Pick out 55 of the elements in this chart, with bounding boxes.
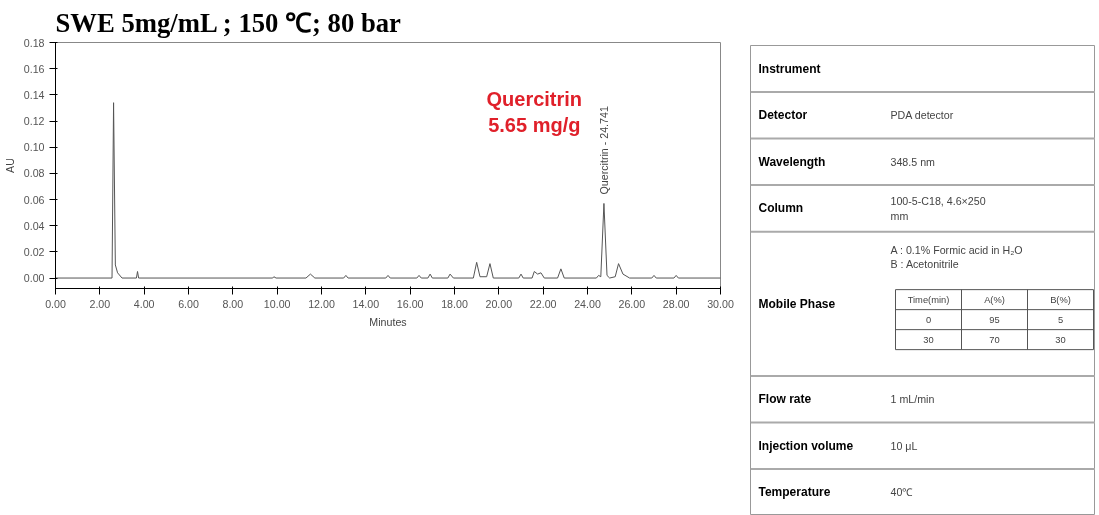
x-tick-label: 18.00 <box>441 297 468 310</box>
x-tick-label: 2.00 <box>89 297 111 310</box>
text: A(%) <box>984 294 1005 305</box>
y-tick-label: 0.14 <box>23 88 45 101</box>
text: B(%) <box>1050 294 1071 305</box>
text: A : 0.1% Formic acid in H₂O B : Acetonitrile <box>890 243 1023 271</box>
x-tick-label: 0.00 <box>45 297 66 310</box>
x-tick-label: 30.00 <box>707 297 734 310</box>
x-tick-label: 14.00 <box>352 297 380 310</box>
category-label: Flow rate <box>758 392 812 407</box>
y-tick-label: 0.08 <box>23 167 45 180</box>
x-tick-label: 8.00 <box>222 297 244 310</box>
category-label: Temperature <box>758 485 831 500</box>
text: 40℃ <box>890 486 914 499</box>
category-label: Wavelength <box>758 154 826 169</box>
x-tick-label: 10.00 <box>263 297 291 310</box>
text: 70 <box>989 334 1000 345</box>
x-tick-label: 12.00 <box>308 297 335 310</box>
y-tick-label: 0.18 <box>23 36 45 49</box>
text: 95 <box>989 314 1000 325</box>
x-tick-label: 28.00 <box>662 297 690 310</box>
x-tick-label: 16.00 <box>396 297 424 310</box>
category-label: Injection volume <box>758 438 854 453</box>
y-tick-label: 0.10 <box>23 141 45 154</box>
category-label: Column <box>758 201 804 216</box>
x-tick-label: 4.00 <box>133 297 155 310</box>
y-tick-label: 0.12 <box>23 115 45 128</box>
chart-title: SWE 5mg/mL ; 150 ℃; 80 bar <box>55 7 402 38</box>
text: 100-5-C18, 4.6×250 mm <box>890 195 986 222</box>
text: 30 <box>1055 334 1066 345</box>
text: 5 <box>1057 314 1064 325</box>
y-tick-label: 0.00 <box>23 272 45 285</box>
x-tick-label: 20.00 <box>485 297 513 310</box>
x-tick-label: 22.00 <box>529 297 557 310</box>
x-axis-title: Minutes <box>369 315 407 328</box>
y-tick-label: 0.06 <box>23 193 45 206</box>
x-tick-label: 6.00 <box>178 297 199 310</box>
text: 30 <box>923 334 934 345</box>
category-label: Instrument <box>758 61 821 76</box>
category-label: Mobile Phase <box>758 296 836 311</box>
annotation: Quercitrin - 24.741 <box>597 106 610 195</box>
y-tick-label: 0.02 <box>23 245 45 258</box>
category-label: Detector <box>758 108 808 123</box>
x-tick-label: 26.00 <box>618 297 646 310</box>
text: PDA detector <box>890 109 954 122</box>
text: 0 <box>925 314 932 325</box>
y-tick-label: 0.04 <box>23 219 45 232</box>
annotation: Quercitrin 5.65 mg/g <box>486 87 583 136</box>
text: 1 mL/min <box>890 393 935 406</box>
text: Time(min) <box>907 294 950 305</box>
y-tick-label: 0.16 <box>23 62 45 75</box>
y-axis-title: AU <box>3 158 16 173</box>
text: 10 μL <box>890 439 918 452</box>
text: 348.5 nm <box>890 155 935 168</box>
x-tick-label: 24.00 <box>574 297 601 310</box>
